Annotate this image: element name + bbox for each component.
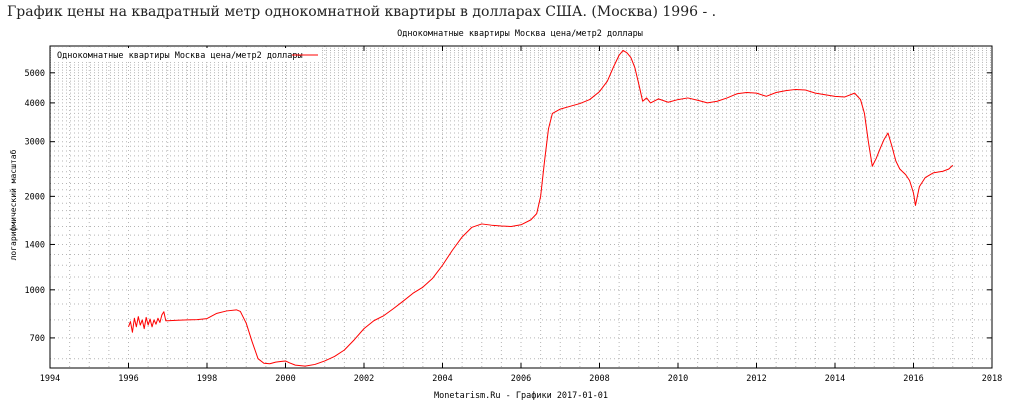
axis-ticks: 1994 1996 1998 2000 2002 2004 2006 2008 2010 2012… xyxy=(25,46,1002,384)
x-tick-label: 2010 xyxy=(668,374,688,384)
y-axis-label: логарифмический масштаб xyxy=(8,149,18,260)
x-tick-label: 2018 xyxy=(982,374,1002,384)
x-tick-label: 1996 xyxy=(118,374,138,384)
y-tick-label: 2000 xyxy=(25,192,45,202)
chart-footer: Monetarism.Ru - Графики 2017-01-01 xyxy=(434,391,608,401)
y-tick-label: 700 xyxy=(30,334,45,344)
x-tick-label: 1994 xyxy=(40,374,60,384)
x-tick-label: 2000 xyxy=(275,374,295,384)
series-layer xyxy=(128,49,954,367)
y-tick-label: 3000 xyxy=(25,138,45,148)
grid xyxy=(50,46,992,368)
legend-label: Однокомнатные квартиры Москва цена/метр2… xyxy=(57,51,303,61)
x-tick-label: 2014 xyxy=(825,374,845,384)
y-tick-label: 1000 xyxy=(25,286,45,296)
x-tick-label: 2002 xyxy=(354,374,374,384)
x-tick-label: 2008 xyxy=(589,374,609,384)
legend: Однокомнатные квартиры Москва цена/метр2… xyxy=(52,48,320,62)
series-line xyxy=(128,49,954,367)
x-tick-label: 1998 xyxy=(197,374,217,384)
x-tick-label: 2012 xyxy=(746,374,766,384)
page-heading: График цены на квадратный метр однокомна… xyxy=(7,4,717,20)
chart-title: Однокомнатные квартиры Москва цена/метр2… xyxy=(397,29,643,39)
y-tick-label: 5000 xyxy=(25,69,45,79)
y-tick-label: 4000 xyxy=(25,99,45,109)
x-tick-label: 2006 xyxy=(511,374,531,384)
x-tick-label: 2016 xyxy=(903,374,923,384)
legend-box xyxy=(52,48,320,62)
y-tick-label: 1400 xyxy=(25,240,45,250)
x-tick-label: 2004 xyxy=(432,374,452,384)
